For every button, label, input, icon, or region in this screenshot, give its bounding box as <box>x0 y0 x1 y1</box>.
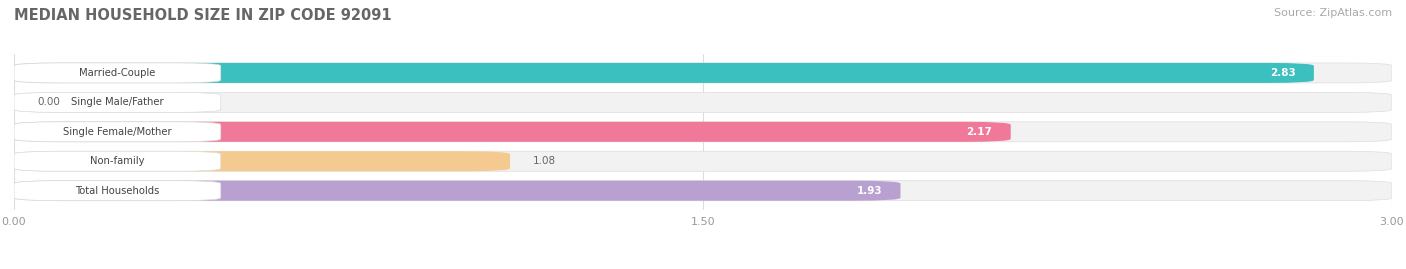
FancyBboxPatch shape <box>14 92 1392 112</box>
Text: Married-Couple: Married-Couple <box>79 68 156 78</box>
FancyBboxPatch shape <box>14 122 1011 142</box>
FancyBboxPatch shape <box>14 63 1392 83</box>
FancyBboxPatch shape <box>14 151 1392 171</box>
FancyBboxPatch shape <box>14 151 510 171</box>
FancyBboxPatch shape <box>14 181 1392 201</box>
Text: 0.00: 0.00 <box>37 97 60 107</box>
FancyBboxPatch shape <box>14 181 221 201</box>
Text: Non-family: Non-family <box>90 156 145 166</box>
FancyBboxPatch shape <box>14 122 221 142</box>
FancyBboxPatch shape <box>14 63 1313 83</box>
FancyBboxPatch shape <box>14 151 221 171</box>
Text: Single Female/Mother: Single Female/Mother <box>63 127 172 137</box>
Text: 1.08: 1.08 <box>533 156 557 166</box>
FancyBboxPatch shape <box>14 122 1392 142</box>
Text: 2.83: 2.83 <box>1270 68 1295 78</box>
Text: Single Male/Father: Single Male/Father <box>72 97 163 107</box>
FancyBboxPatch shape <box>14 92 221 112</box>
Text: 2.17: 2.17 <box>966 127 993 137</box>
Text: Source: ZipAtlas.com: Source: ZipAtlas.com <box>1274 8 1392 18</box>
FancyBboxPatch shape <box>14 181 900 201</box>
Text: MEDIAN HOUSEHOLD SIZE IN ZIP CODE 92091: MEDIAN HOUSEHOLD SIZE IN ZIP CODE 92091 <box>14 8 392 23</box>
Text: Total Households: Total Households <box>75 186 160 196</box>
FancyBboxPatch shape <box>14 63 221 83</box>
Text: 1.93: 1.93 <box>856 186 882 196</box>
